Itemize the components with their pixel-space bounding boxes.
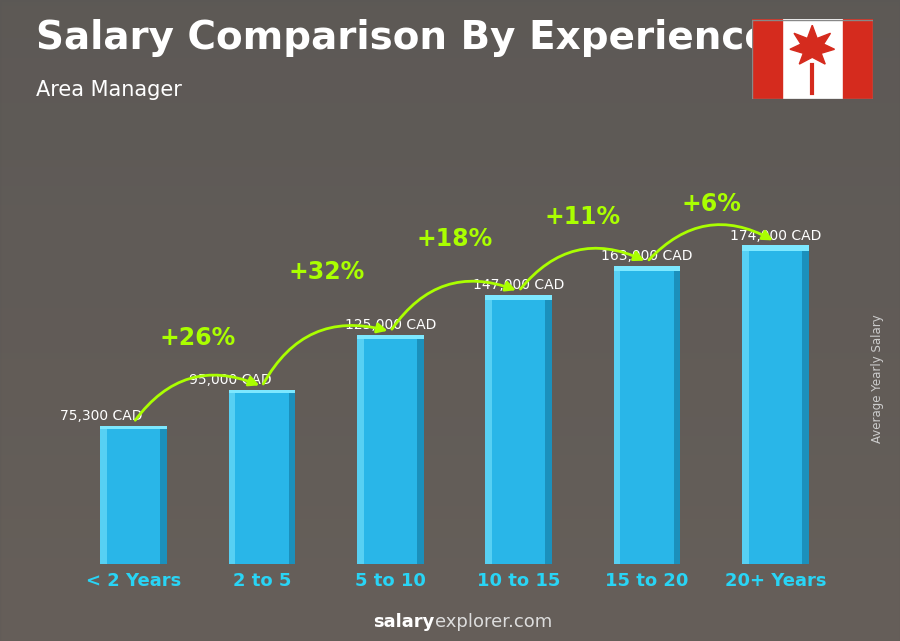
- Text: 163,000 CAD: 163,000 CAD: [601, 249, 693, 263]
- Text: +18%: +18%: [417, 227, 492, 251]
- Bar: [229, 390, 235, 564]
- Text: +32%: +32%: [288, 260, 364, 284]
- Text: 174,000 CAD: 174,000 CAD: [730, 229, 821, 243]
- Bar: [752, 19, 782, 99]
- Bar: [357, 335, 364, 564]
- Bar: [742, 246, 809, 251]
- Text: 95,000 CAD: 95,000 CAD: [189, 373, 271, 387]
- Text: salary: salary: [374, 613, 435, 631]
- Bar: [742, 246, 809, 564]
- Text: explorer.com: explorer.com: [435, 613, 552, 631]
- Bar: [357, 335, 424, 339]
- Text: +26%: +26%: [159, 326, 236, 350]
- Bar: [160, 426, 167, 564]
- Bar: [229, 390, 295, 564]
- Text: Average Yearly Salary: Average Yearly Salary: [871, 314, 884, 442]
- Bar: [614, 265, 620, 564]
- Bar: [802, 246, 809, 564]
- Bar: [100, 426, 167, 429]
- Text: 125,000 CAD: 125,000 CAD: [345, 319, 436, 333]
- Bar: [742, 246, 749, 564]
- Bar: [842, 19, 873, 99]
- Bar: [100, 426, 167, 564]
- Bar: [100, 426, 107, 564]
- Text: 147,000 CAD: 147,000 CAD: [473, 278, 564, 292]
- Bar: [417, 335, 424, 564]
- Text: Area Manager: Area Manager: [36, 80, 182, 100]
- Text: +6%: +6%: [681, 192, 742, 216]
- Bar: [614, 265, 680, 564]
- Bar: [229, 390, 295, 393]
- Bar: [485, 295, 552, 300]
- Bar: [614, 265, 680, 271]
- Bar: [289, 390, 295, 564]
- Bar: [545, 295, 552, 564]
- Bar: [357, 335, 424, 564]
- Bar: [485, 295, 552, 564]
- Text: Salary Comparison By Experience: Salary Comparison By Experience: [36, 19, 770, 57]
- Bar: [485, 295, 492, 564]
- Text: 75,300 CAD: 75,300 CAD: [60, 410, 143, 424]
- Text: +11%: +11%: [544, 205, 621, 229]
- Polygon shape: [790, 25, 834, 64]
- Bar: [674, 265, 680, 564]
